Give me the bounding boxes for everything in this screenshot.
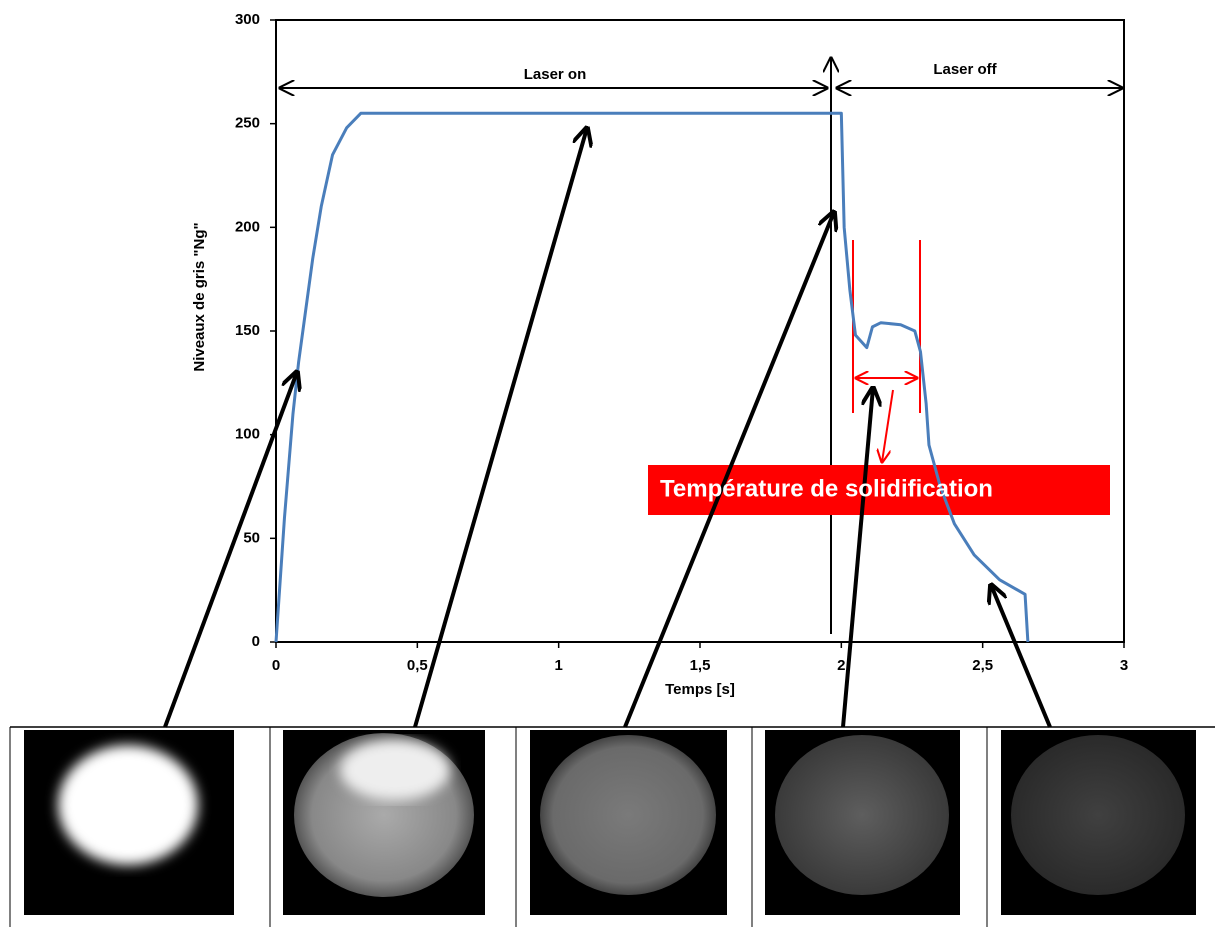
y-tick-label: 0: [252, 633, 260, 650]
pointer-arrow: [991, 585, 1052, 728]
y-tick-label: 200: [235, 218, 260, 235]
y-tick-label: 50: [243, 529, 260, 546]
x-tick-label: 2,5: [972, 657, 993, 674]
y-tick-label: 150: [235, 322, 260, 339]
solidification-marker: [852, 240, 921, 462]
image-blob: [540, 735, 716, 895]
pointer-arrows: [163, 128, 1052, 728]
annotations: [280, 58, 1122, 634]
x-tick-label: 3: [1120, 657, 1128, 674]
pointer-arrow: [413, 128, 587, 728]
x-tick-label: 0,5: [407, 657, 428, 674]
x-axis-title: Temps [s]: [665, 681, 735, 698]
pointer-arrow: [623, 212, 834, 728]
annotation: Laser on: [524, 66, 587, 83]
y-axis-title: Niveaux de gris "Ng": [191, 222, 208, 371]
image-blob: [1011, 735, 1185, 895]
pointer-arrow: [841, 388, 873, 728]
series-layer: [274, 111, 1030, 643]
image-blob: [58, 745, 198, 865]
annotation: Température de solidification: [660, 475, 993, 502]
image-blob: [340, 740, 450, 800]
annotation: Laser off: [933, 61, 997, 78]
y-tick-label: 100: [235, 426, 260, 443]
pointer-arrow: [163, 372, 297, 728]
red-arrow: [882, 389, 894, 462]
series-line: [274, 111, 1030, 643]
y-tick-label: 250: [235, 115, 260, 132]
image-blob: [775, 735, 949, 895]
x-tick-label: 2: [837, 657, 845, 674]
x-tick-label: 0: [272, 657, 280, 674]
x-tick-label: 1,5: [690, 657, 711, 674]
annotation-box: [648, 465, 1110, 515]
y-tick-label: 300: [235, 11, 260, 28]
images: [9, 726, 1215, 927]
x-tick-label: 1: [554, 657, 562, 674]
plot: Niveaux de gris "Ng" Temps [s] 0 50 100 150…: [191, 11, 1128, 698]
